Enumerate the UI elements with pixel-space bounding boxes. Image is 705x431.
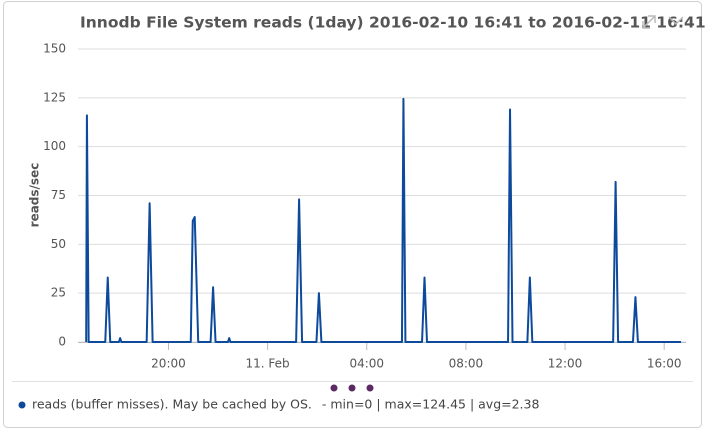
y-tick-label: 125 xyxy=(43,90,66,104)
legend-label: reads (buffer misses). May be cached by … xyxy=(32,397,312,412)
y-tick-label: 100 xyxy=(43,139,66,153)
card xyxy=(3,1,702,428)
x-tick-label: 11. Feb xyxy=(246,357,290,371)
expand-icon[interactable] xyxy=(642,15,656,29)
legend-stats: - min=0 | max=124.45 | avg=2.38 xyxy=(322,397,540,412)
x-tick-label: 04:00 xyxy=(349,357,384,371)
x-tick-label: 20:00 xyxy=(151,357,186,371)
x-tick-label: 16:00 xyxy=(647,357,682,371)
y-tick-label: 25 xyxy=(51,286,66,300)
y-tick-label: 50 xyxy=(51,237,66,251)
y-axis-label: reads/sec xyxy=(28,163,42,228)
chart-title: Innodb File System reads (1day) 2016-02-… xyxy=(80,14,705,32)
collapse-icon[interactable] xyxy=(668,16,684,26)
series-line xyxy=(85,97,682,343)
x-tick-label: 08:00 xyxy=(449,357,484,371)
y-tick-label: 0 xyxy=(58,335,66,349)
y-tick-label: 75 xyxy=(51,188,66,202)
x-tick-label: 12:00 xyxy=(548,357,583,371)
pager[interactable] xyxy=(330,384,374,392)
y-tick-label: 150 xyxy=(43,42,66,56)
legend-marker xyxy=(18,401,26,409)
